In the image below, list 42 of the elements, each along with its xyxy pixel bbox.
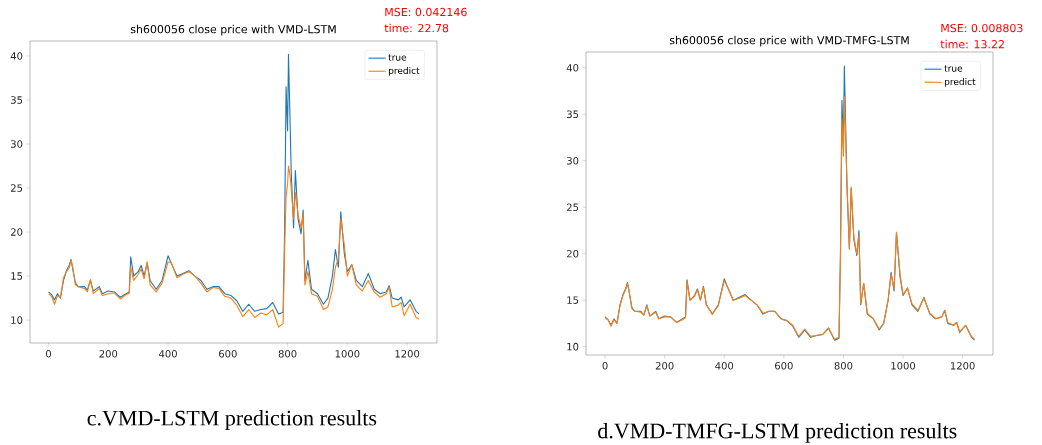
legend-label: true bbox=[944, 65, 963, 72]
legend-label: predict bbox=[944, 78, 976, 87]
x-tick-label: 1200 bbox=[395, 350, 420, 358]
x-tick-label: 800 bbox=[278, 350, 297, 358]
text: MSE: 0.008803 bbox=[941, 23, 1023, 33]
text: d.VMD-TMFG-LSTM prediction results bbox=[598, 422, 957, 443]
y-tick-label: 30 bbox=[11, 140, 23, 148]
text: time: 22.78 bbox=[384, 23, 449, 33]
x-tick-label: 1000 bbox=[335, 350, 360, 358]
chart-title: sh600056 close price with VMD-LSTM bbox=[130, 24, 336, 36]
x-tick-label: 200 bbox=[655, 362, 674, 370]
y-tick-label: 35 bbox=[567, 110, 579, 119]
legend-label: true bbox=[388, 54, 407, 61]
text: time: 13.22 bbox=[940, 39, 1004, 49]
x-tick-label: 0 bbox=[602, 362, 608, 370]
chart-title: sh600056 close price with VMD-TMFG-LSTM bbox=[669, 35, 909, 47]
y-tick-label: 30 bbox=[567, 156, 579, 165]
y-tick-label: 40 bbox=[566, 64, 579, 72]
y-tick-label: 10 bbox=[567, 342, 579, 351]
y-tick-label: 25 bbox=[566, 203, 579, 211]
line-series bbox=[47, 165, 420, 328]
x-tick-label: 1000 bbox=[891, 362, 916, 370]
x-tick-label: 200 bbox=[99, 350, 118, 358]
y-tick-label: 20 bbox=[10, 228, 23, 236]
legend-label: predict bbox=[388, 67, 420, 76]
y-tick-label: 25 bbox=[10, 184, 23, 192]
line-series bbox=[47, 53, 420, 315]
y-tick-label: 10 bbox=[11, 316, 23, 324]
x-tick-label: 400 bbox=[715, 362, 734, 370]
x-tick-label: 600 bbox=[775, 362, 793, 370]
y-tick-label: 35 bbox=[11, 96, 23, 104]
text: MSE: 0.042146 bbox=[385, 7, 467, 17]
x-tick-label: 0 bbox=[46, 350, 52, 358]
x-tick-label: 800 bbox=[834, 362, 853, 370]
x-tick-label: 1200 bbox=[950, 362, 975, 370]
y-tick-label: 15 bbox=[567, 296, 579, 304]
y-tick-label: 15 bbox=[11, 272, 23, 280]
y-tick-label: 20 bbox=[566, 249, 579, 258]
x-tick-label: 400 bbox=[159, 350, 177, 358]
x-tick-label: 600 bbox=[218, 350, 237, 358]
text: c.VMD-LSTM prediction results bbox=[87, 410, 377, 430]
y-tick-label: 40 bbox=[10, 52, 23, 60]
